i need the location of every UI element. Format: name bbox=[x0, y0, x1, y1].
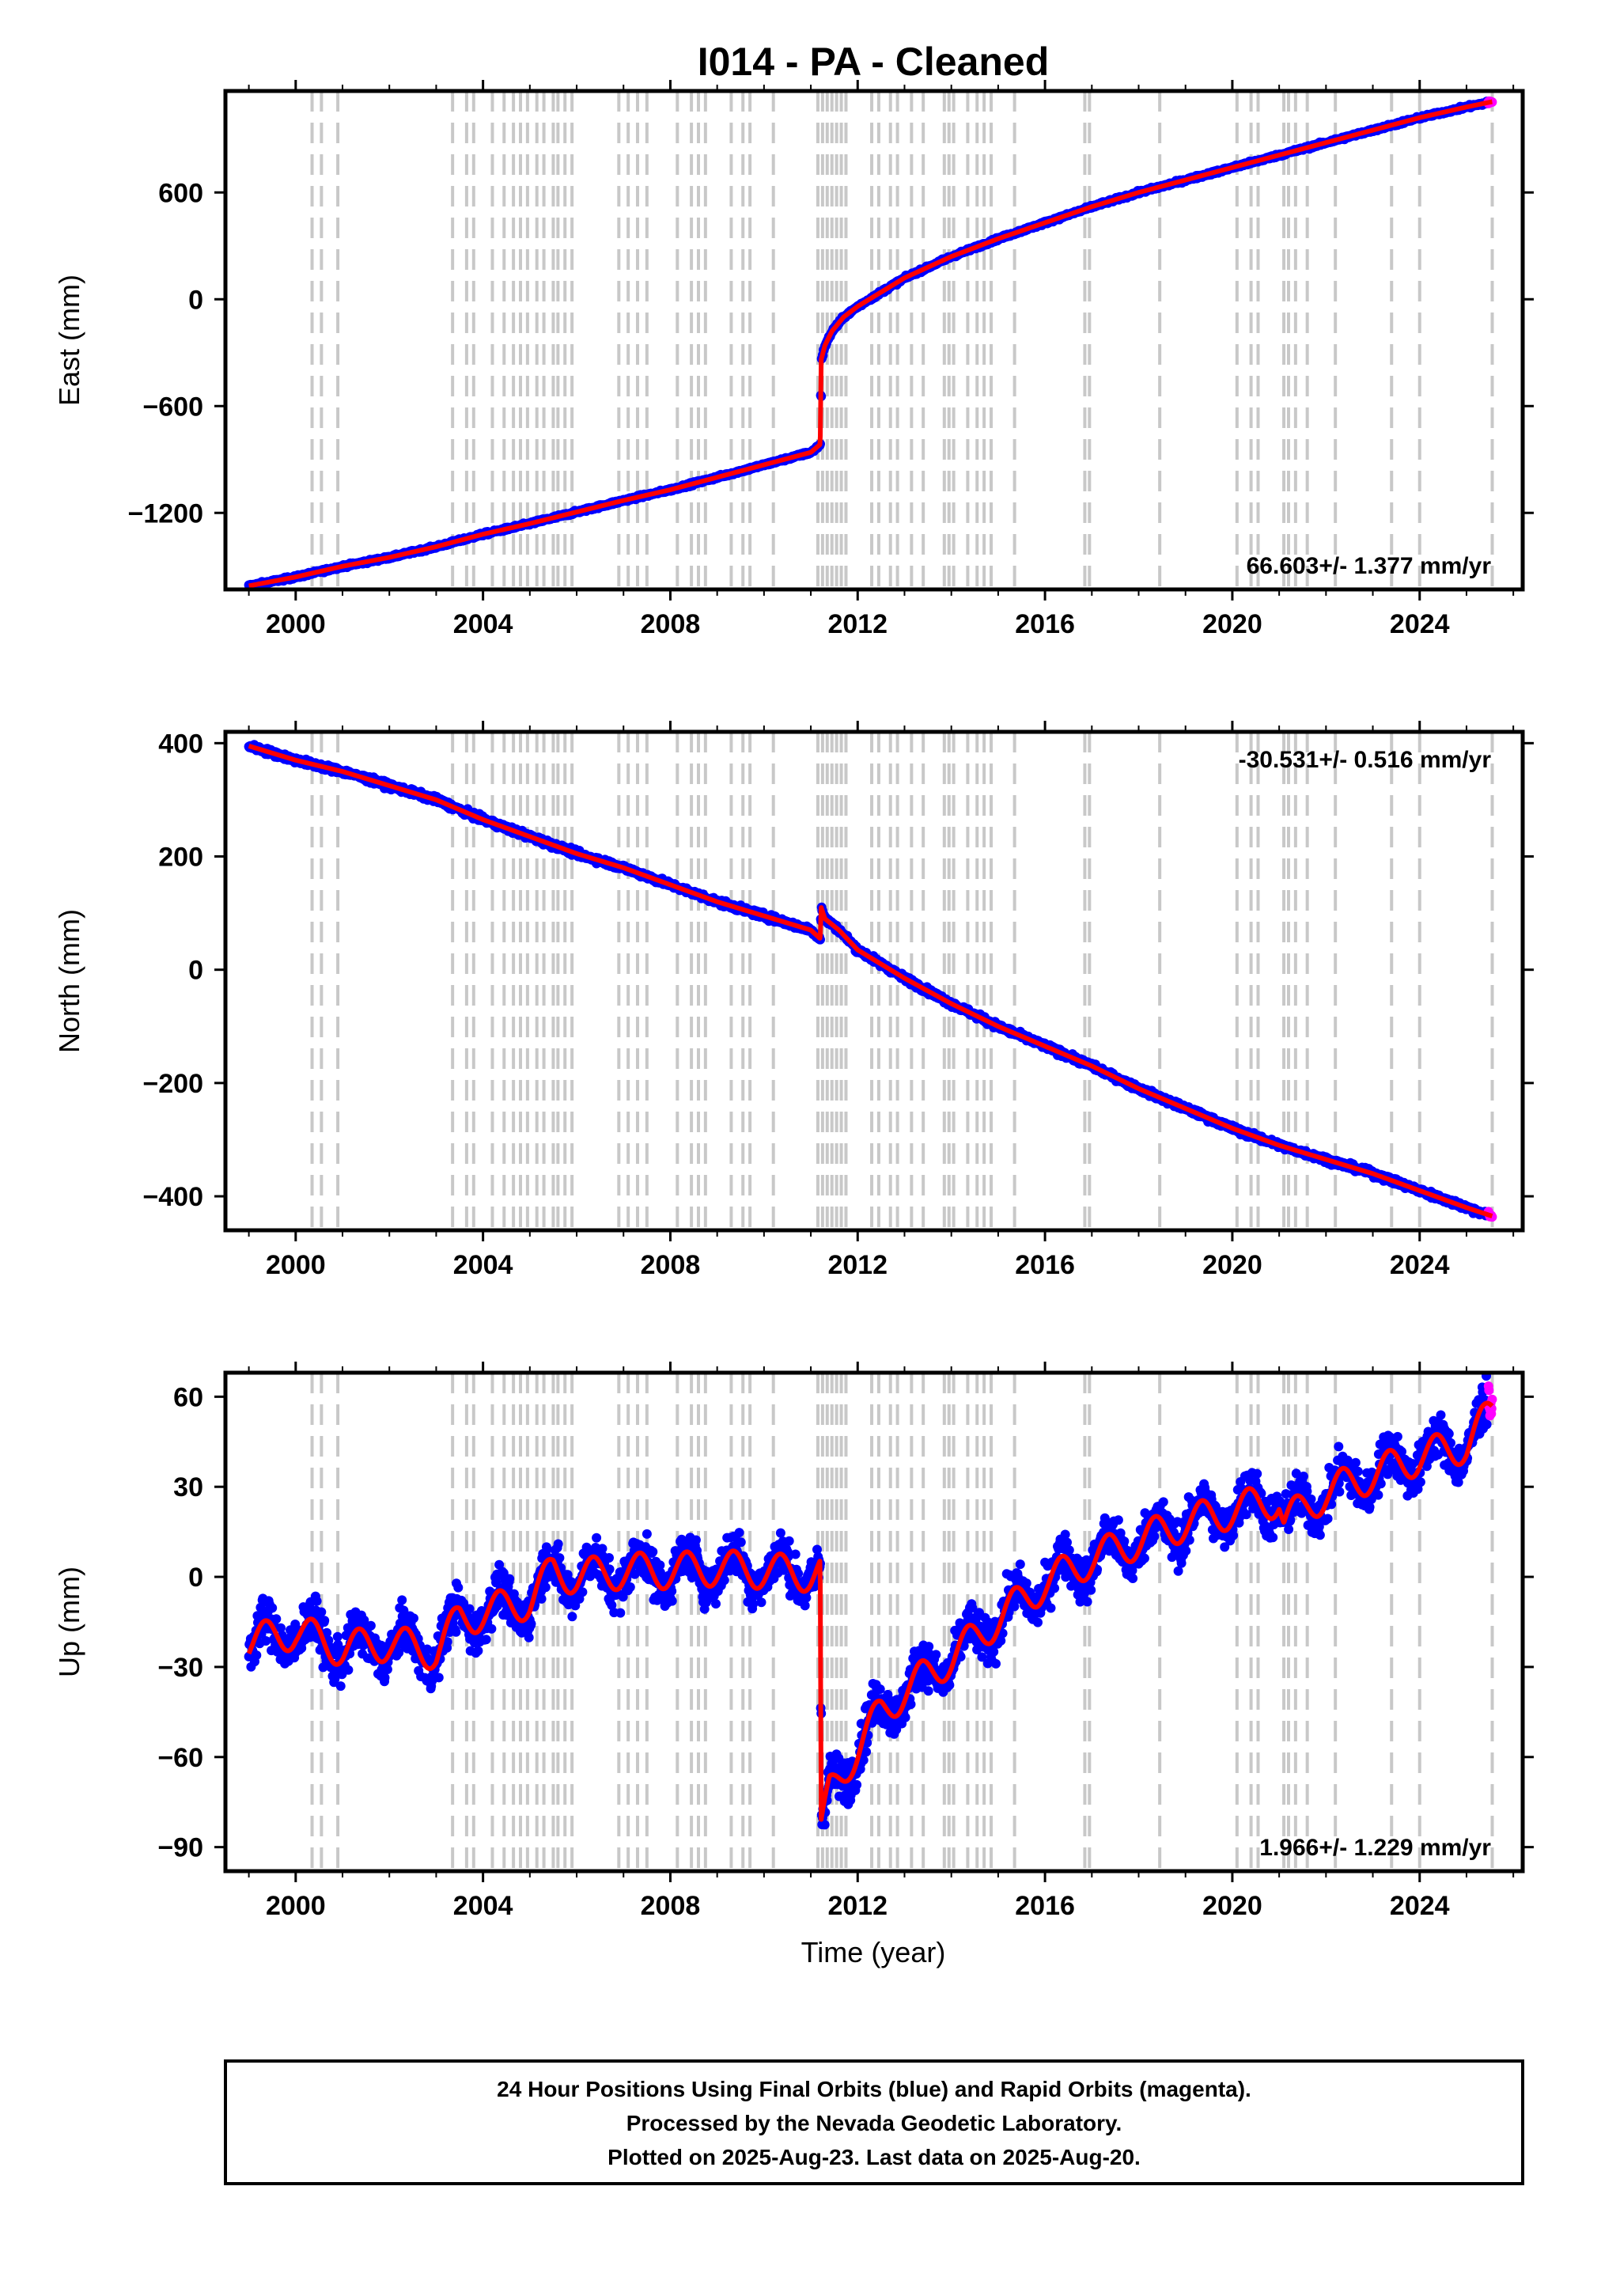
y-axis-label: East (mm) bbox=[53, 275, 85, 406]
y-tick-label: 600 bbox=[158, 178, 203, 208]
x-tick-label: 2020 bbox=[1202, 609, 1262, 639]
x-tick-label: 2016 bbox=[1015, 609, 1075, 639]
x-tick-label: 2008 bbox=[641, 609, 701, 639]
y-tick-label: 0 bbox=[188, 285, 203, 315]
x-tick-label: 2004 bbox=[453, 609, 513, 639]
y-tick-label: −1200 bbox=[128, 498, 204, 529]
x-tick-label: 2024 bbox=[1390, 609, 1450, 639]
rate-annotation: 66.603+/- 1.377 mm/yr bbox=[1247, 553, 1492, 579]
panel-frame bbox=[223, 89, 1525, 592]
chart-title: I014 - PA - Cleaned bbox=[698, 40, 1050, 84]
y-tick-label: −600 bbox=[142, 392, 203, 422]
x-tick-label: 2012 bbox=[827, 609, 888, 639]
x-tick-label: 2000 bbox=[266, 609, 326, 639]
north-panel: 2000 2004 2008 2012 2016 2020 20244002000−200−… bbox=[53, 721, 1534, 1280]
east-panel: 2000 2004 2008 2012 2016 2020 2024 600 0 −600 −120… bbox=[53, 80, 1534, 639]
